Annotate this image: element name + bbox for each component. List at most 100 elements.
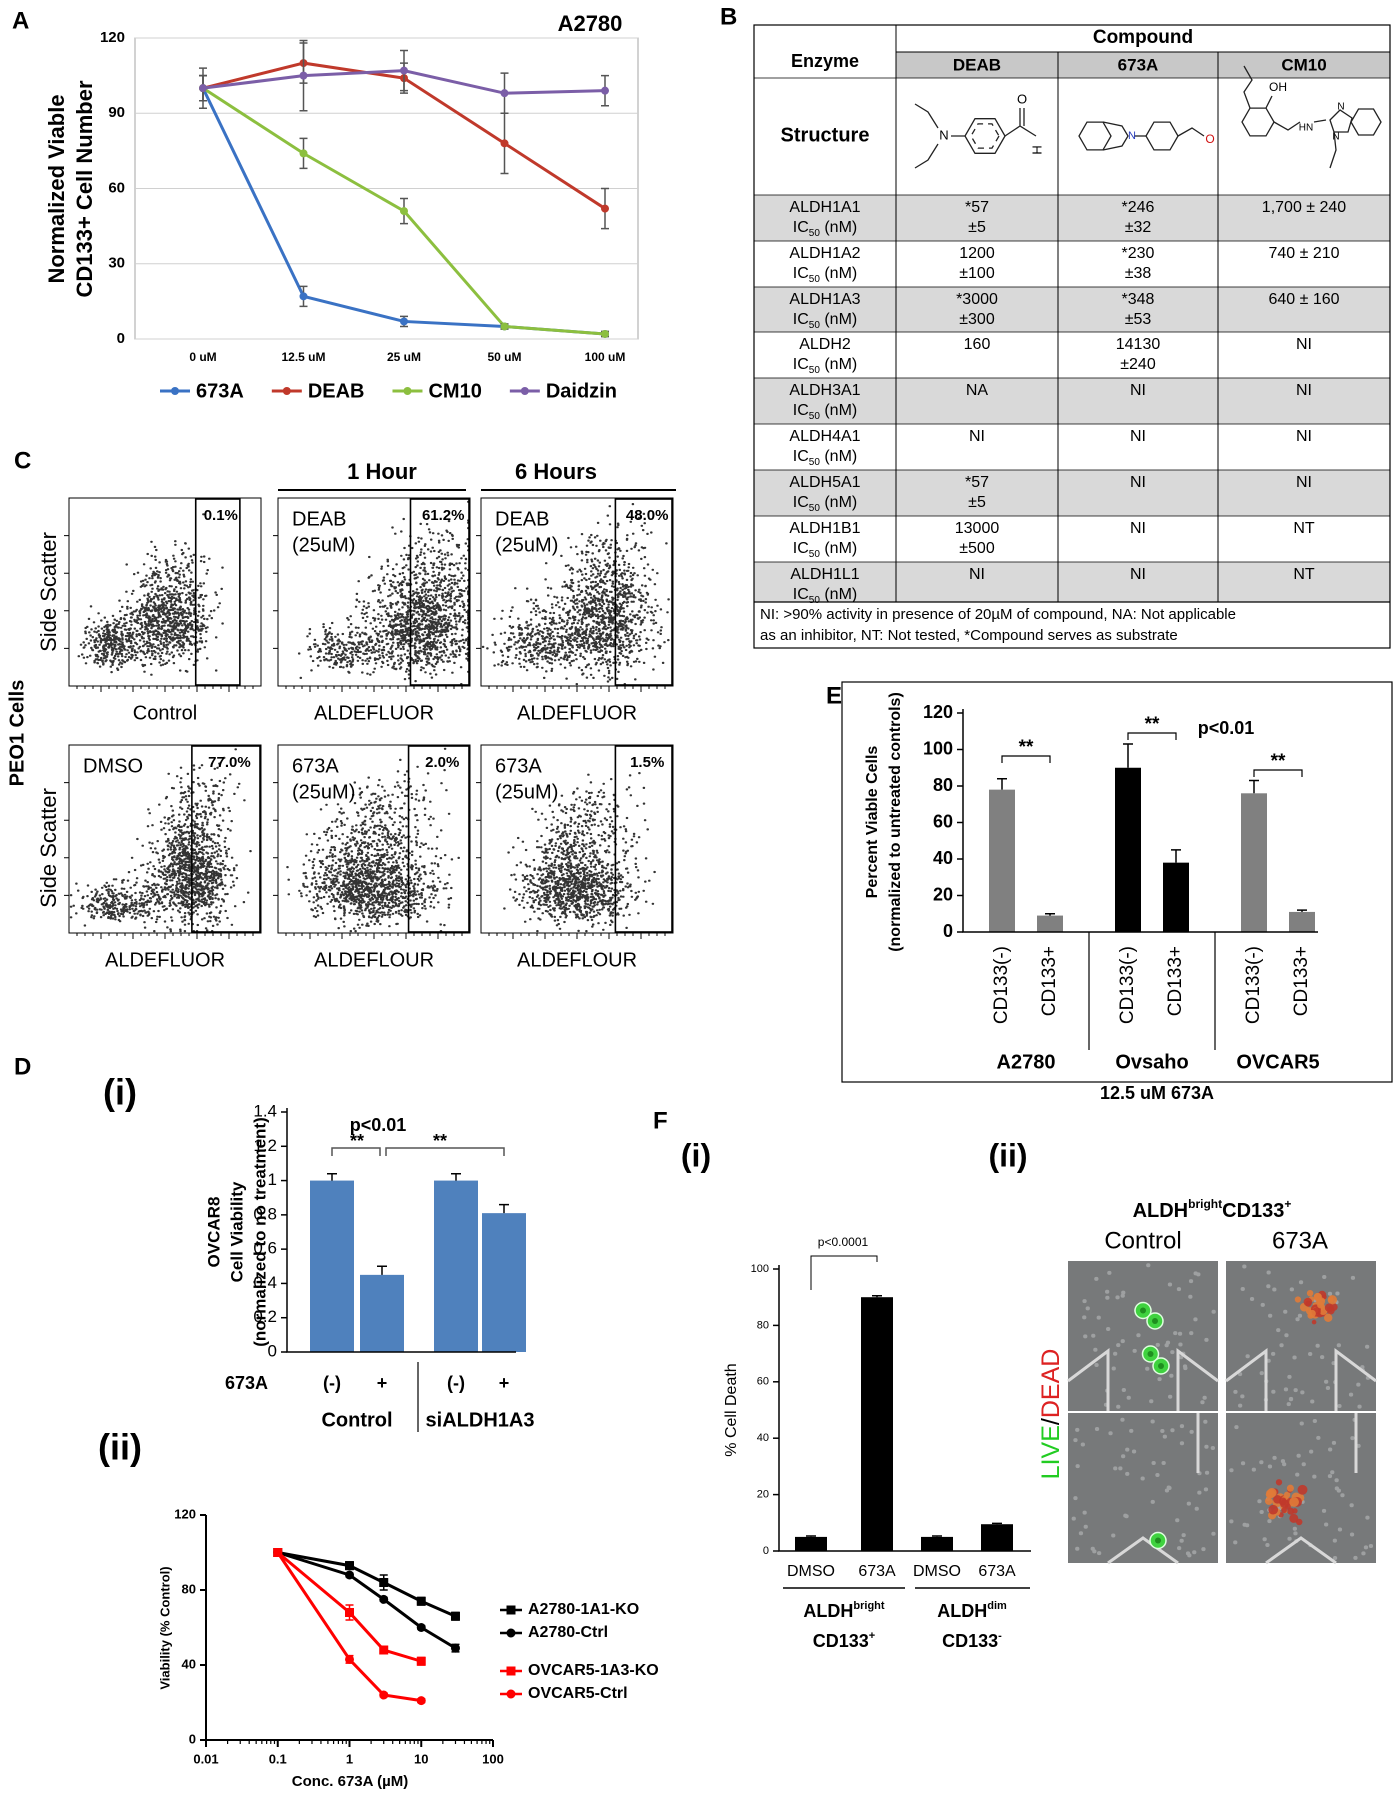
table-cell: NT: [1293, 520, 1315, 537]
micrograph: [1068, 1413, 1218, 1563]
legend-label: 673A: [196, 380, 244, 402]
label-part: 50: [809, 549, 821, 560]
legend-marker: [282, 387, 291, 395]
structure-bond: [951, 108, 1037, 137]
point: [450, 1611, 460, 1621]
event-dots: [286, 747, 460, 933]
y-tick-label: 20: [757, 1489, 769, 1501]
dead-cell: [1268, 1504, 1279, 1515]
error-bar: [499, 1203, 509, 1214]
point: [416, 1656, 426, 1666]
column-header: Compound: [1093, 27, 1193, 48]
dead-cell: [1264, 1497, 1273, 1505]
atom-label: N: [1332, 132, 1339, 143]
gate: [194, 498, 241, 686]
x-tick-label: 0.1: [269, 1751, 287, 1766]
time-label: 1 Hour: [347, 459, 417, 484]
dead-cell: [1324, 1303, 1334, 1313]
column-header: Enzyme: [791, 51, 859, 71]
point: [450, 1643, 460, 1653]
label-part: 50: [809, 411, 821, 422]
label-part: (nM): [820, 219, 857, 236]
cell-core: [1155, 1537, 1161, 1544]
legend-label: DEAB: [308, 380, 365, 402]
dead-cell: [1286, 1484, 1294, 1492]
atom-label: H: [1030, 145, 1045, 154]
y-tick-label: 0.4: [253, 1273, 277, 1292]
y-axis-label: Cell Viability: [227, 1181, 246, 1282]
point: [400, 66, 408, 75]
panel-label: A: [12, 7, 29, 34]
label-part: IC: [793, 219, 809, 236]
y-tick-label: 1.2: [253, 1136, 277, 1155]
y-tick-label: 0.8: [253, 1204, 277, 1223]
sample-label: 673A: [495, 755, 542, 777]
dead-cell: [1317, 1297, 1326, 1306]
table-cell: *3000: [956, 291, 998, 308]
point: [273, 1548, 283, 1557]
dead-cell: [1278, 1497, 1287, 1506]
axis-ticks: [476, 535, 666, 692]
event-dots: [69, 748, 252, 933]
cell-core: [1158, 1363, 1164, 1369]
label-part: 50: [809, 595, 821, 606]
table-cell: NA: [966, 382, 989, 399]
label-part: IC: [793, 586, 809, 603]
enzyme-name: ALDH1A3: [789, 291, 860, 308]
y-axis-label: Viability (% Control): [157, 1566, 172, 1689]
bar: [434, 1180, 478, 1352]
point: [400, 207, 408, 216]
axis-line: [286, 1108, 516, 1353]
sample-label: (25uM): [495, 534, 558, 556]
label-part: IC: [793, 265, 809, 282]
table-cell: NI: [1130, 428, 1146, 445]
label-part: (nM): [820, 586, 857, 603]
panel-label: C: [14, 447, 31, 474]
group-label: Control: [321, 1409, 392, 1431]
unit-label: IC50 (nM): [793, 356, 857, 376]
enzyme-name: ALDH1L1: [790, 566, 859, 583]
legend-marker: [520, 387, 529, 395]
y-tick-label: 30: [108, 255, 125, 272]
label-part: +: [869, 1630, 875, 1642]
label-part: IC: [793, 311, 809, 328]
gate-percent: 2.0%: [425, 754, 459, 771]
table-cell: 740 ± 210: [1268, 245, 1339, 262]
label-part: ALDH: [937, 1601, 987, 1621]
label-part: 50: [809, 457, 821, 468]
group-label: siALDH1A3: [426, 1409, 535, 1431]
legend-label: A2780-1A1-KO: [528, 1601, 639, 1618]
x-tick-label: (-): [323, 1373, 341, 1393]
bracket: [331, 1147, 381, 1156]
error-bar: [377, 1265, 387, 1275]
dead-cell: [1283, 1491, 1291, 1499]
point: [345, 1654, 354, 1664]
label-part: (nM): [820, 402, 857, 419]
footnote: as an inhibitor, NT: Not tested, *Compou…: [760, 627, 1178, 644]
point: [379, 1594, 389, 1604]
bar: [795, 1536, 827, 1551]
table-cell: ±240: [1120, 356, 1156, 373]
y-tick-label: 80: [182, 1581, 196, 1596]
bar: [989, 789, 1015, 932]
table-cell: ±500: [959, 540, 995, 557]
bracket: [1001, 755, 1051, 763]
column-header: DEAB: [953, 55, 1001, 74]
bar: [1241, 793, 1267, 932]
structure-bond: [1241, 107, 1275, 137]
atom-label: N: [939, 127, 948, 142]
bar: [1289, 911, 1315, 932]
sample-label: (25uM): [495, 781, 558, 803]
legend-label: OVCAR5-1A3-KO: [528, 1662, 659, 1679]
label-part: /: [1037, 1418, 1065, 1425]
error-bar: [1045, 913, 1055, 916]
point: [299, 149, 308, 158]
axis-ticks: [64, 535, 254, 692]
point: [379, 1690, 389, 1700]
point: [345, 1570, 354, 1580]
label-part: -: [998, 1630, 1002, 1642]
bar: [861, 1297, 893, 1551]
cell-core: [1152, 1318, 1158, 1324]
y-tick-label: 0.2: [253, 1307, 277, 1326]
texture: [1071, 1417, 1216, 1558]
